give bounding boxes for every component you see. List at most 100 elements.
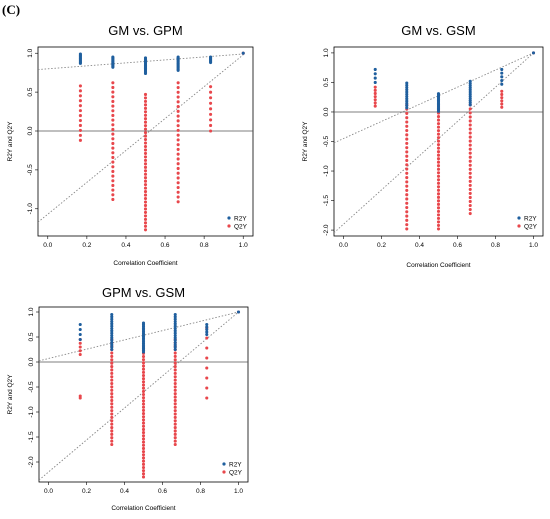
data-point-q2y	[177, 143, 180, 146]
data-point-q2y	[110, 372, 113, 375]
data-point-q2y	[177, 176, 180, 179]
data-point-q2y	[110, 389, 113, 392]
data-point-q2y	[469, 196, 472, 199]
data-point-q2y	[209, 124, 212, 127]
data-point-q2y	[174, 423, 177, 426]
data-point-q2y	[437, 189, 440, 192]
x-tick-label: 0.6	[161, 242, 170, 249]
data-point-q2y	[177, 124, 180, 127]
data-point-q2y	[144, 155, 147, 158]
data-point-q2y	[177, 91, 180, 94]
chart-gm-vs-gpm: GM vs. GPM 0.0 0.2 0.4 0.6 0.8 1.0 -1.0 -0.5 0.0 0…	[0, 18, 275, 273]
data-point-q2y	[405, 206, 408, 209]
data-point-q2y	[405, 189, 408, 192]
data-point-q2y	[405, 210, 408, 213]
y-tick-label: -1.0	[323, 165, 330, 177]
data-point-q2y	[142, 383, 145, 386]
data-point-q2y	[79, 353, 82, 356]
data-point-q2y	[110, 382, 113, 385]
series-q2y	[79, 52, 245, 232]
regression-lines	[39, 312, 239, 480]
data-point-q2y	[177, 138, 180, 141]
y-tick-label: -1.5	[28, 431, 35, 443]
data-point-q2y	[144, 166, 147, 169]
data-point-r2y	[500, 72, 503, 75]
data-point-q2y	[174, 433, 177, 436]
data-point-q2y	[110, 443, 113, 446]
x-tick-label: 0.4	[120, 488, 129, 495]
data-point-q2y	[142, 403, 145, 406]
data-point-q2y	[405, 150, 408, 153]
data-point-q2y	[405, 172, 408, 175]
legend-marker-q2y	[227, 224, 230, 227]
data-point-q2y	[144, 148, 147, 151]
data-point-q2y	[111, 165, 114, 168]
data-point-q2y	[142, 355, 145, 358]
data-point-q2y	[110, 368, 113, 371]
regression-lines	[334, 53, 534, 233]
data-point-q2y	[111, 114, 114, 117]
data-point-q2y	[205, 336, 208, 339]
y-tick-label: -1.5	[323, 195, 330, 207]
data-point-q2y	[437, 199, 440, 202]
data-point-q2y	[142, 415, 145, 418]
data-point-r2y	[174, 348, 177, 351]
data-point-q2y	[209, 113, 212, 116]
data-point-q2y	[79, 349, 82, 352]
data-point-q2y	[437, 196, 440, 199]
data-point-q2y	[177, 157, 180, 160]
data-point-r2y	[500, 75, 503, 78]
data-point-q2y	[144, 96, 147, 99]
data-point-q2y	[144, 183, 147, 186]
data-point-q2y	[142, 460, 145, 463]
data-point-q2y	[405, 159, 408, 162]
data-point-q2y	[469, 192, 472, 195]
x-tick-label: 0.0	[43, 242, 52, 249]
data-point-q2y	[142, 358, 145, 361]
data-point-q2y	[142, 447, 145, 450]
data-point-q2y	[110, 392, 113, 395]
data-point-q2y	[142, 431, 145, 434]
data-point-r2y	[500, 68, 503, 71]
x-tick-label: 0.0	[44, 488, 53, 495]
data-point-q2y	[142, 399, 145, 402]
data-point-q2y	[144, 135, 147, 138]
data-point-q2y	[437, 129, 440, 132]
data-point-q2y	[437, 122, 440, 125]
data-point-q2y	[144, 93, 147, 96]
data-point-r2y	[237, 310, 240, 313]
data-point-q2y	[111, 95, 114, 98]
data-point-q2y	[405, 155, 408, 158]
x-axis-label: Correlation Coefficient	[111, 505, 175, 512]
data-point-r2y	[374, 72, 377, 75]
x-tick-label: 0.8	[491, 242, 500, 249]
data-point-q2y	[111, 100, 114, 103]
data-point-r2y	[374, 77, 377, 80]
data-point-q2y	[111, 119, 114, 122]
data-point-q2y	[142, 377, 145, 380]
data-point-q2y	[144, 145, 147, 148]
data-point-q2y	[79, 396, 82, 399]
data-point-q2y	[177, 100, 180, 103]
x-tick-label: 1.0	[529, 242, 538, 249]
data-point-q2y	[469, 140, 472, 143]
data-point-q2y	[205, 356, 208, 359]
data-point-q2y	[177, 86, 180, 89]
x-axis-label: Correlation Coefficient	[113, 260, 177, 267]
data-point-q2y	[437, 168, 440, 171]
data-point-q2y	[405, 202, 408, 205]
data-point-q2y	[142, 418, 145, 421]
data-point-q2y	[469, 212, 472, 215]
data-point-q2y	[437, 126, 440, 129]
data-point-q2y	[177, 167, 180, 170]
data-point-q2y	[142, 422, 145, 425]
data-point-q2y	[144, 107, 147, 110]
data-point-q2y	[469, 136, 472, 139]
data-point-q2y	[110, 362, 113, 365]
data-point-q2y	[437, 206, 440, 209]
x-tick-label: 1.0	[234, 488, 243, 495]
data-point-q2y	[144, 214, 147, 217]
data-point-q2y	[174, 402, 177, 405]
data-point-q2y	[142, 434, 145, 437]
regression-line-q2y	[38, 55, 243, 222]
